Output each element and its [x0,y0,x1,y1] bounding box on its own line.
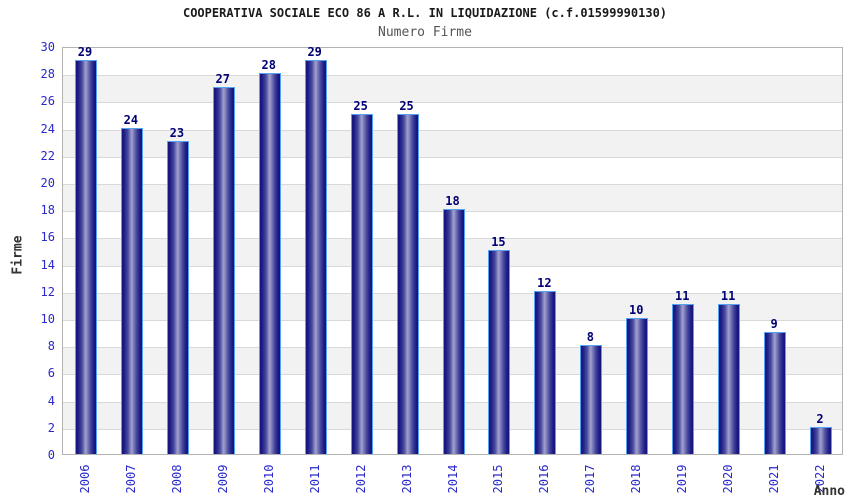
plot-band [63,48,842,76]
bar-2008 [166,141,189,454]
x-axis-label-2021: 2021 [767,464,782,494]
bar-value-label: 29 [77,44,93,59]
bar-2014 [442,209,465,454]
bar-2019 [672,304,695,454]
plot-band [63,129,842,157]
x-axis-label-2016: 2016 [537,464,552,494]
bar-value-label: 11 [674,289,690,304]
bar-value-label: 29 [307,44,322,59]
bar-2015 [488,250,511,454]
bar-value-label: 24 [123,112,139,127]
plot-band [63,102,842,130]
chart-title: COOPERATIVA SOCIALE ECO 86 A R.L. IN LIQ… [182,6,668,20]
bar-2010 [258,73,281,454]
bar-value-label: 23 [169,126,185,141]
bar-value-label: 2 [816,411,824,426]
x-axis-label-2013: 2013 [399,464,414,494]
bar-2007 [120,127,143,454]
bar-value-label: 10 [629,303,644,317]
plot-band [63,184,842,212]
bar-2013 [396,114,419,454]
x-axis-title: Anno [813,484,845,499]
x-axis-label-2010: 2010 [261,464,276,494]
chart-subtitle: Numero Firme [378,25,472,40]
x-axis-label-2008: 2008 [169,464,184,494]
bar-2011 [304,59,327,454]
x-axis-label-2017: 2017 [583,464,598,494]
y-tick-label-30: 30 [40,40,55,54]
x-axis-label-2019: 2019 [675,464,690,494]
bar-2020 [718,304,741,454]
bar-value-label: 28 [261,58,276,73]
bar-2021 [764,331,787,454]
x-axis-label-2009: 2009 [215,464,230,494]
bar-value-label: 9 [770,316,778,331]
y-tick-label-8: 8 [47,339,55,354]
y-tick-label-24: 24 [40,121,55,136]
y-tick-label-0: 0 [47,448,55,462]
x-axis-label-2015: 2015 [491,464,506,494]
bar-value-label: 15 [491,235,506,249]
bar-2009 [212,86,235,454]
x-axis-label-2012: 2012 [353,464,368,494]
bar-value-label: 11 [720,289,736,304]
plot-band [63,156,842,184]
bar-value-label: 25 [353,99,368,113]
y-tick-label-22: 22 [40,148,55,163]
bar-2022 [810,426,833,454]
y-tick-label-4: 4 [47,393,55,408]
bar-2018 [626,318,649,454]
bar-value-label: 8 [586,330,594,345]
bar-value-label: 25 [399,99,414,113]
bar-2016 [534,290,557,454]
x-axis-label-2011: 2011 [307,464,322,494]
bar-2012 [350,114,373,454]
y-tick-label-18: 18 [40,203,55,218]
bar-value-label: 27 [215,71,231,86]
y-tick-label-14: 14 [40,257,55,272]
x-axis-label-2020: 2020 [721,464,736,494]
x-axis-label-2006: 2006 [77,464,92,494]
bar-value-label: 12 [537,275,552,290]
bar-2017 [580,345,603,454]
y-tick-label-12: 12 [40,284,55,299]
x-axis-label-2014: 2014 [445,464,460,494]
bar-2006 [74,59,97,454]
y-tick-label-26: 26 [40,94,55,109]
bar-value-label: 18 [445,194,460,209]
y-tick-label-10: 10 [40,312,55,326]
y-tick-label-20: 20 [40,176,55,190]
plot-band [63,75,842,103]
y-tick-label-2: 2 [47,420,55,435]
y-tick-label-6: 6 [47,366,55,381]
x-axis-label-2018: 2018 [629,464,644,494]
plot-area [62,47,843,455]
y-tick-label-16: 16 [40,230,55,245]
x-axis-label-2007: 2007 [123,464,138,494]
y-tick-label-28: 28 [40,67,55,82]
